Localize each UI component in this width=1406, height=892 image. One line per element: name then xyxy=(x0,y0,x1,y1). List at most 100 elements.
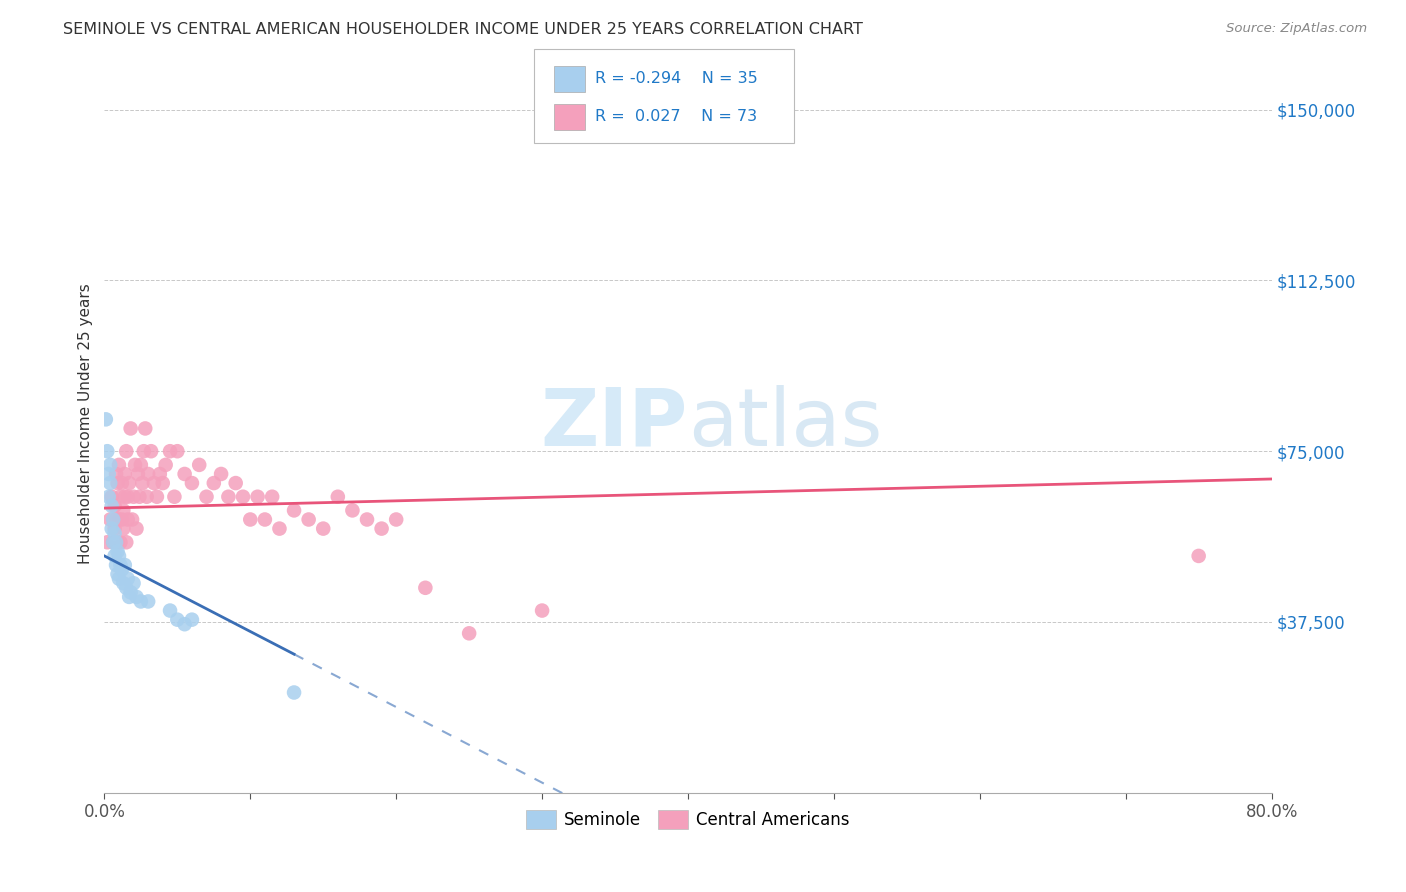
Point xyxy=(131,476,153,491)
Point xyxy=(100,490,122,504)
Point xyxy=(283,503,305,517)
Point xyxy=(110,490,132,504)
Point xyxy=(98,458,121,472)
Point xyxy=(112,576,135,591)
Point xyxy=(117,490,139,504)
Point xyxy=(97,490,120,504)
Point xyxy=(195,490,218,504)
Point xyxy=(217,490,239,504)
Point xyxy=(166,444,188,458)
Point xyxy=(415,581,437,595)
Point xyxy=(114,467,136,481)
Point xyxy=(115,535,138,549)
Point xyxy=(385,512,408,526)
Point xyxy=(96,444,118,458)
Point xyxy=(120,421,142,435)
Point xyxy=(118,590,141,604)
Point xyxy=(283,685,305,699)
Point xyxy=(100,499,122,513)
Point xyxy=(188,458,211,472)
Point xyxy=(262,490,284,504)
Point xyxy=(110,558,132,572)
Point xyxy=(104,522,127,536)
Point xyxy=(136,594,159,608)
Point xyxy=(312,522,335,536)
Text: Source: ZipAtlas.com: Source: ZipAtlas.com xyxy=(1226,22,1367,36)
Point xyxy=(136,467,159,481)
Point xyxy=(98,476,121,491)
Point xyxy=(124,458,146,472)
Point xyxy=(342,503,364,517)
Point xyxy=(114,490,136,504)
Point xyxy=(253,512,276,526)
Text: atlas: atlas xyxy=(688,384,883,463)
Point xyxy=(209,467,232,481)
Point xyxy=(225,476,247,491)
Text: R = -0.294    N = 35: R = -0.294 N = 35 xyxy=(595,71,758,86)
Point xyxy=(298,512,321,526)
Point xyxy=(101,535,124,549)
Point xyxy=(132,444,155,458)
Point xyxy=(128,490,150,504)
Point xyxy=(163,490,186,504)
Point xyxy=(146,490,169,504)
Point xyxy=(152,476,174,491)
Point xyxy=(155,458,177,472)
Point xyxy=(112,503,135,517)
Point xyxy=(98,512,121,526)
Point xyxy=(129,594,152,608)
Point xyxy=(111,476,134,491)
Point xyxy=(111,563,134,577)
Point xyxy=(117,512,139,526)
Point xyxy=(97,467,120,481)
Point xyxy=(125,590,148,604)
Point xyxy=(107,567,129,582)
Point xyxy=(104,499,127,513)
Point xyxy=(149,467,172,481)
Text: R =  0.027    N = 73: R = 0.027 N = 73 xyxy=(595,110,756,124)
Point xyxy=(105,535,128,549)
Text: ZIP: ZIP xyxy=(541,384,688,463)
Point xyxy=(159,603,181,617)
Point xyxy=(127,467,149,481)
Point xyxy=(107,544,129,558)
Point xyxy=(181,476,204,491)
Point xyxy=(326,490,349,504)
Point xyxy=(108,572,131,586)
Point xyxy=(110,535,132,549)
Point xyxy=(107,476,129,491)
Text: SEMINOLE VS CENTRAL AMERICAN HOUSEHOLDER INCOME UNDER 25 YEARS CORRELATION CHART: SEMINOLE VS CENTRAL AMERICAN HOUSEHOLDER… xyxy=(63,22,863,37)
Legend: Seminole, Central Americans: Seminole, Central Americans xyxy=(519,804,856,836)
Point xyxy=(101,512,124,526)
Point xyxy=(139,444,162,458)
Point xyxy=(458,626,481,640)
Point xyxy=(108,512,131,526)
Point xyxy=(1188,549,1211,563)
Point xyxy=(129,458,152,472)
Point xyxy=(108,549,131,563)
Point xyxy=(135,490,157,504)
Point xyxy=(108,458,131,472)
Point xyxy=(118,476,141,491)
Point xyxy=(120,585,142,599)
Point xyxy=(239,512,262,526)
Point xyxy=(159,444,181,458)
Point xyxy=(115,444,138,458)
Point xyxy=(94,412,117,426)
Point xyxy=(111,512,134,526)
Point xyxy=(121,512,143,526)
Point xyxy=(181,613,204,627)
Point xyxy=(166,613,188,627)
Point xyxy=(143,476,166,491)
Point xyxy=(107,535,129,549)
Point xyxy=(105,467,128,481)
Point xyxy=(134,421,156,435)
Point xyxy=(232,490,254,504)
Point xyxy=(105,558,128,572)
Y-axis label: Householder Income Under 25 years: Householder Income Under 25 years xyxy=(79,284,93,565)
Point xyxy=(104,549,127,563)
Point xyxy=(356,512,378,526)
Point xyxy=(202,476,225,491)
Point xyxy=(269,522,291,536)
Point xyxy=(104,526,127,541)
